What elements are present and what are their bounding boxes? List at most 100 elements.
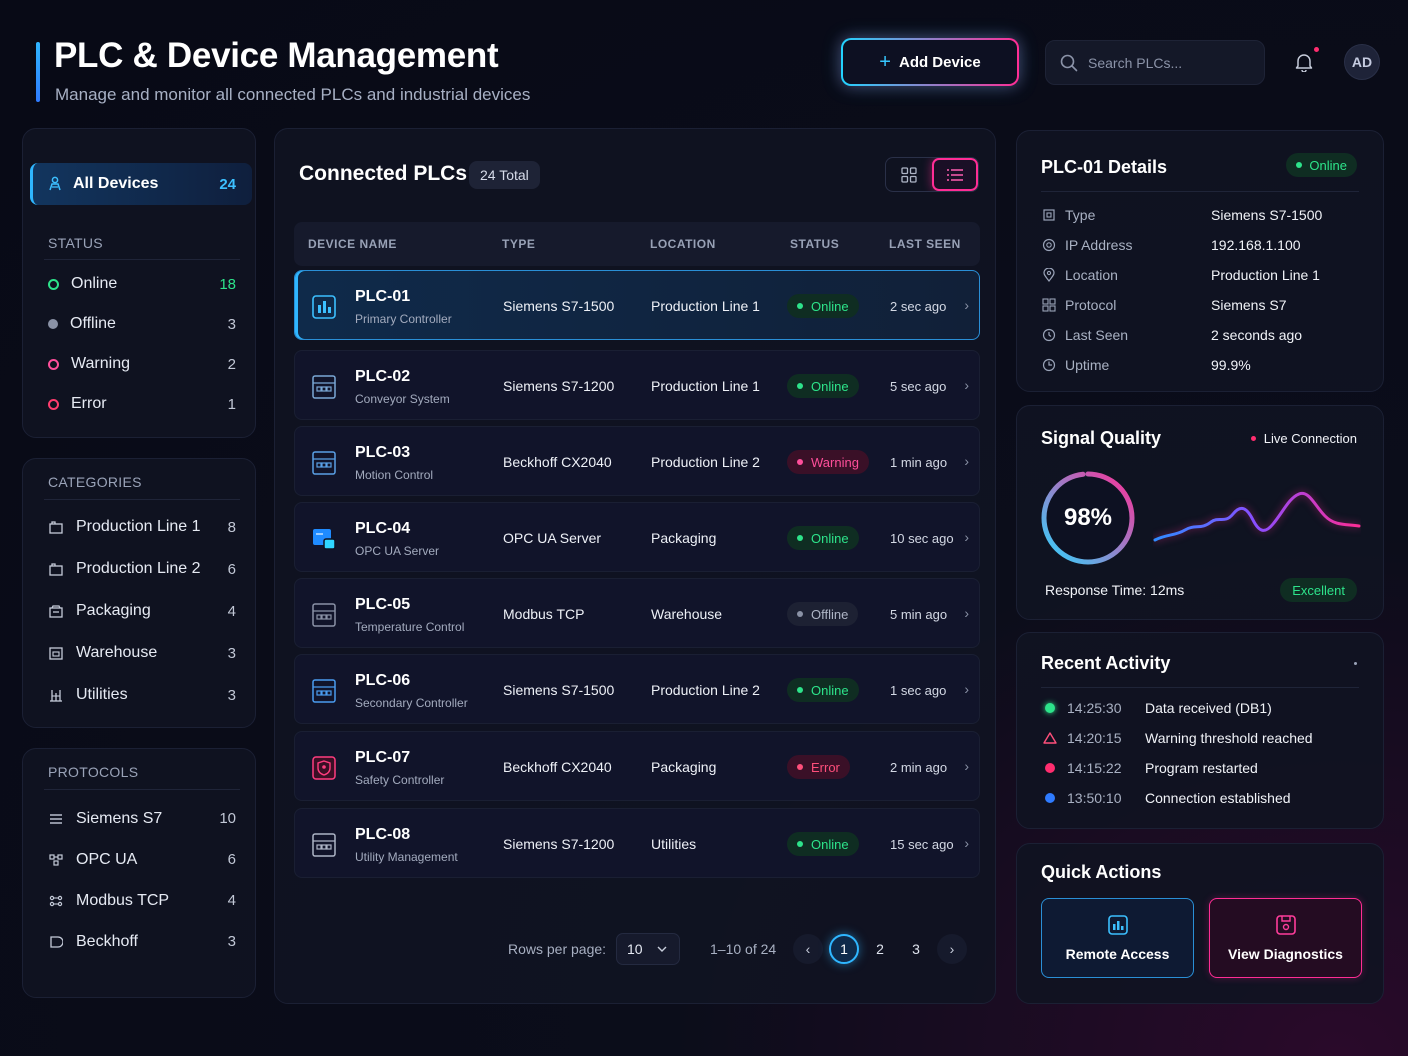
sidebar-item-opc-ua[interactable]: OPC UA 6 — [22, 839, 256, 880]
remote-access-button[interactable]: Remote Access — [1041, 898, 1194, 978]
signal-rating-badge: Excellent — [1280, 578, 1357, 602]
device-type: Beckhoff CX2040 — [503, 454, 612, 470]
category-label: Packaging — [76, 602, 151, 619]
device-name: PLC-04 — [355, 520, 411, 537]
device-type: Beckhoff CX2040 — [503, 759, 612, 775]
chevron-right-icon[interactable]: › — [964, 297, 969, 313]
sidebar-item-packaging[interactable]: Packaging 4 — [22, 590, 256, 632]
notification-button[interactable] — [1288, 46, 1320, 78]
search-input[interactable] — [1088, 54, 1248, 71]
detail-key: Uptime — [1065, 357, 1110, 373]
detail-row-ip: IP Address 192.168.1.100 — [1041, 237, 1361, 253]
status-text: Online — [811, 836, 849, 852]
device-name: PLC-07 — [355, 749, 411, 766]
sidebar-item-modbus-tcp[interactable]: Modbus TCP 4 — [22, 880, 256, 921]
location-pin-icon — [1041, 268, 1057, 282]
sidebar-item-online[interactable]: Online 18 — [22, 264, 256, 304]
chevron-right-icon[interactable]: › — [964, 605, 969, 621]
list-view-button[interactable] — [931, 158, 978, 191]
signal-waveform — [1153, 491, 1361, 542]
response-time: Response Time: 12ms — [1045, 582, 1185, 598]
chevron-right-icon[interactable]: › — [964, 529, 969, 545]
device-name: PLC-05 — [355, 596, 411, 613]
category-count: 4 — [227, 602, 236, 620]
details-title: PLC-01 Details — [1041, 157, 1168, 177]
status-badge: Warning — [787, 450, 869, 474]
prev-page-button[interactable]: ‹ — [793, 934, 823, 964]
status-count: 1 — [227, 395, 236, 413]
table-row[interactable]: PLC-07 Safety Controller Beckhoff CX2040… — [294, 731, 980, 801]
sidebar-item-error[interactable]: Error 1 — [22, 384, 256, 424]
chevron-right-icon[interactable]: › — [964, 453, 969, 469]
column-header[interactable]: TYPE — [502, 237, 536, 251]
page-button[interactable]: 1 — [829, 934, 859, 964]
live-connection-indicator: Live Connection — [1250, 431, 1357, 446]
table-row[interactable]: PLC-08 Utility Management Siemens S7-120… — [294, 808, 980, 878]
table-row[interactable]: PLC-01 Primary Controller Siemens S7-150… — [294, 270, 980, 340]
detail-row-type: Type Siemens S7-1500 — [1041, 207, 1361, 223]
more-options-icon[interactable] — [1354, 662, 1357, 665]
protocols-heading: PROTOCOLS — [48, 764, 139, 780]
sidebar-item-beckhoff[interactable]: Beckhoff 3 — [22, 921, 256, 962]
sidebar-item-siemens-s7[interactable]: Siemens S7 10 — [22, 798, 256, 839]
avatar[interactable]: AD — [1344, 44, 1380, 80]
column-header[interactable]: LOCATION — [650, 237, 716, 251]
network-icon — [48, 852, 64, 868]
plc-rack-icon — [312, 375, 336, 399]
column-header[interactable]: LAST SEEN — [889, 237, 961, 251]
status-badge: Online — [787, 374, 859, 398]
column-header[interactable]: DEVICE NAME — [308, 237, 397, 251]
connection-dot-icon — [1045, 793, 1055, 803]
grid-view-button[interactable] — [886, 158, 932, 191]
live-label: Live Connection — [1263, 431, 1357, 446]
activity-message: Program restarted — [1145, 760, 1258, 776]
detail-key: IP Address — [1065, 237, 1133, 253]
view-diagnostics-label: View Diagnostics — [1228, 946, 1343, 962]
device-description: Safety Controller — [355, 773, 445, 787]
chevron-right-icon[interactable]: › — [964, 681, 969, 697]
page-button[interactable]: 3 — [912, 941, 920, 957]
table-row[interactable]: PLC-03 Motion Control Beckhoff CX2040 Pr… — [294, 426, 980, 496]
column-header[interactable]: STATUS — [790, 237, 840, 251]
sidebar-categories-panel — [22, 458, 256, 728]
view-toggle — [885, 157, 979, 192]
table-row[interactable]: PLC-06 Secondary Controller Siemens S7-1… — [294, 654, 980, 724]
divider — [1041, 687, 1359, 688]
next-page-button[interactable]: › — [937, 934, 967, 964]
activity-message: Warning threshold reached — [1145, 730, 1313, 746]
sidebar-item-warehouse[interactable]: Warehouse 3 — [22, 632, 256, 674]
categories-heading: CATEGORIES — [48, 474, 142, 490]
sidebar-item-production-line-2[interactable]: Production Line 2 6 — [22, 548, 256, 590]
sidebar-item-warning[interactable]: Warning 2 — [22, 344, 256, 384]
last-seen: 10 sec ago — [890, 531, 954, 546]
device-name: PLC-06 — [355, 672, 411, 689]
sidebar-item-offline[interactable]: Offline 3 — [22, 304, 256, 344]
chevron-right-icon[interactable]: › — [964, 758, 969, 774]
search-box[interactable] — [1045, 40, 1265, 85]
last-seen: 15 sec ago — [890, 837, 954, 852]
activity-time: 14:15:22 — [1067, 760, 1122, 776]
divider — [44, 789, 240, 790]
rows-per-page-select[interactable]: 10 — [616, 933, 680, 965]
chevron-right-icon[interactable]: › — [964, 377, 969, 393]
chevron-right-icon[interactable]: › — [964, 835, 969, 851]
table-row[interactable]: PLC-02 Conveyor System Siemens S7-1200 P… — [294, 350, 980, 420]
status-list: Online 18 Offline 3 Warning 2 Error 1 — [22, 264, 256, 424]
category-count: 3 — [227, 686, 236, 704]
device-type: Siemens S7-1500 — [503, 298, 615, 314]
signal-quality-panel: Signal Quality Live Connection 98% Respo… — [1016, 405, 1384, 620]
total-badge: 24 Total — [469, 161, 540, 189]
title-accent-bar — [36, 42, 40, 102]
table-header: DEVICE NAME TYPE LOCATION STATUS LAST SE… — [294, 222, 980, 266]
sidebar-item-all-devices[interactable]: All Devices 24 — [30, 163, 252, 205]
sidebar-item-production-line-1[interactable]: Production Line 1 8 — [22, 506, 256, 548]
device-location: Packaging — [651, 759, 717, 775]
add-device-button[interactable]: + Add Device — [841, 38, 1019, 86]
sidebar-item-utilities[interactable]: Utilities 3 — [22, 674, 256, 716]
device-type: Siemens S7-1500 — [503, 682, 615, 698]
page-button[interactable]: 2 — [876, 941, 884, 957]
table-row[interactable]: PLC-04 OPC UA Server OPC UA Server Packa… — [294, 502, 980, 572]
view-diagnostics-button[interactable]: View Diagnostics — [1209, 898, 1362, 978]
restart-dot-icon — [1045, 763, 1055, 773]
table-row[interactable]: PLC-05 Temperature Control Modbus TCP Wa… — [294, 578, 980, 648]
